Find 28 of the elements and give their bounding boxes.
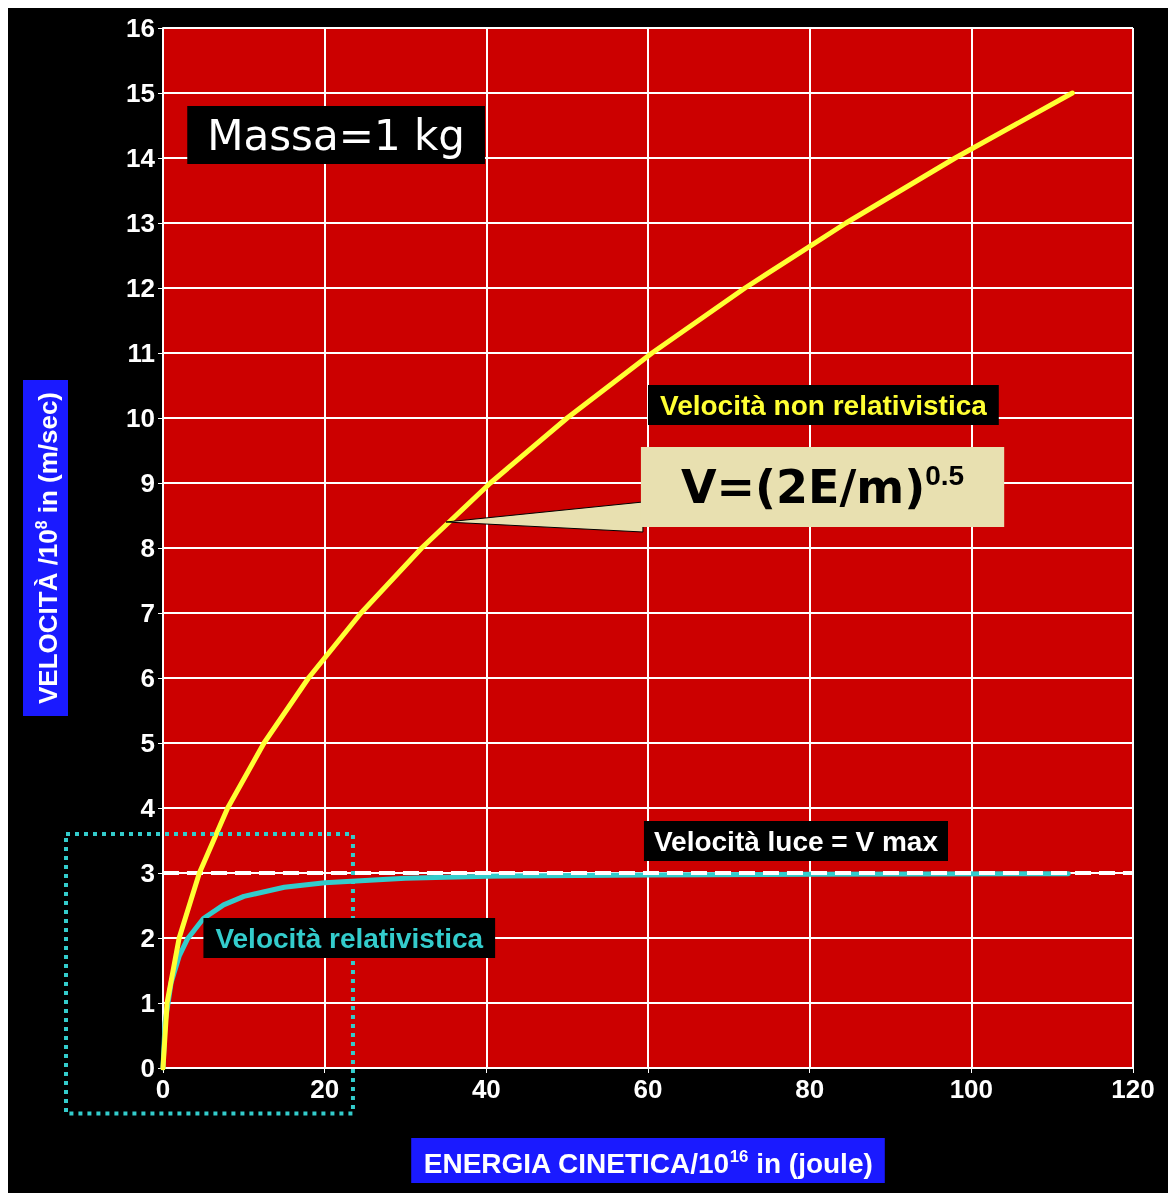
y-tick-label: 2: [140, 923, 155, 953]
y-tick-label: 14: [126, 143, 156, 173]
y-tick-label: 12: [126, 273, 155, 303]
y-tick-label: 1: [140, 988, 155, 1018]
y-tick-label: 4: [140, 793, 156, 823]
y-tick-label: 16: [126, 13, 155, 43]
series-label: Velocità non relativistica: [660, 389, 988, 421]
x-tick-label: 80: [795, 1074, 825, 1104]
y-tick-label: 7: [140, 598, 155, 628]
y-tick-label: 10: [126, 403, 155, 433]
y-tick-label: 5: [140, 728, 155, 758]
series-label: Velocità relativistica: [215, 922, 484, 954]
y-axis-title: VELOCITÀ /108 in (m/sec): [32, 391, 63, 705]
y-tick-label: 9: [140, 468, 155, 498]
y-tick-label: 6: [140, 663, 155, 693]
x-tick-label: 60: [633, 1074, 663, 1104]
y-tick-label: 11: [127, 338, 155, 368]
annotation: Massa=1 kg: [207, 110, 465, 160]
y-tick-label: 3: [140, 858, 155, 888]
y-tick-label: 15: [126, 78, 155, 108]
x-tick-label: 40: [471, 1074, 501, 1104]
x-tick-label: 20: [310, 1074, 340, 1104]
y-tick-label: 0: [140, 1053, 155, 1083]
x-tick-label: 100: [949, 1074, 994, 1104]
x-tick-label: 120: [1111, 1074, 1155, 1104]
ref-line-label: Velocità luce = V max: [653, 825, 939, 857]
y-tick-label: 13: [126, 208, 155, 238]
y-tick-label: 8: [140, 533, 155, 563]
